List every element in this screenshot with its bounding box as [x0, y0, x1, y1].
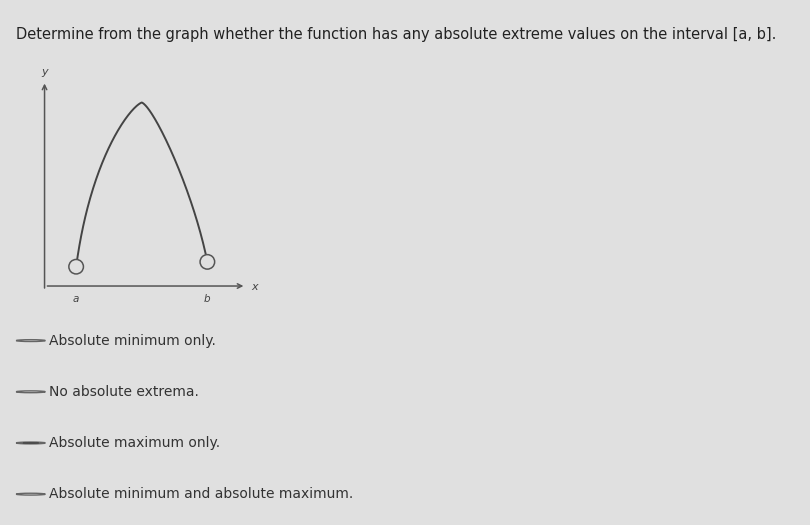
Text: Absolute minimum and absolute maximum.: Absolute minimum and absolute maximum.: [49, 487, 353, 501]
Text: Absolute maximum only.: Absolute maximum only.: [49, 436, 220, 450]
Text: x: x: [251, 282, 258, 292]
Text: Determine from the graph whether the function has any absolute extreme values on: Determine from the graph whether the fun…: [16, 27, 777, 41]
Circle shape: [69, 259, 83, 274]
Text: No absolute extrema.: No absolute extrema.: [49, 385, 198, 399]
Text: Absolute minimum only.: Absolute minimum only.: [49, 333, 215, 348]
Text: y: y: [41, 67, 48, 77]
Circle shape: [200, 255, 215, 269]
Text: a: a: [73, 295, 79, 304]
Circle shape: [23, 443, 39, 444]
Text: b: b: [204, 295, 211, 304]
